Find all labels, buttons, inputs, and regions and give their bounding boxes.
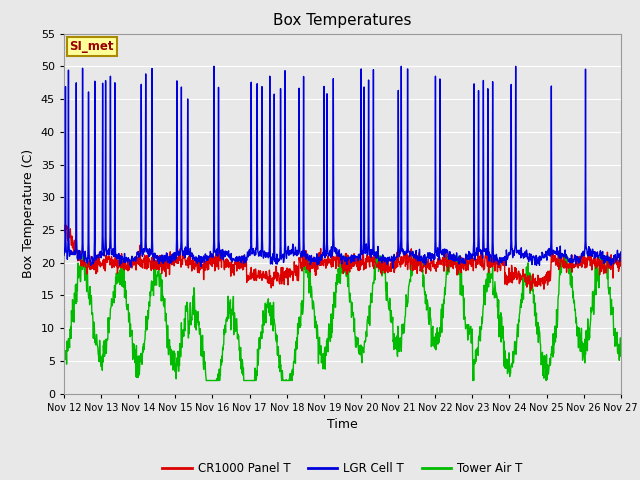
Text: SI_met: SI_met [70, 40, 114, 53]
X-axis label: Time: Time [327, 418, 358, 431]
Legend: CR1000 Panel T, LGR Cell T, Tower Air T: CR1000 Panel T, LGR Cell T, Tower Air T [157, 457, 527, 480]
Title: Box Temperatures: Box Temperatures [273, 13, 412, 28]
Y-axis label: Box Temperature (C): Box Temperature (C) [22, 149, 35, 278]
